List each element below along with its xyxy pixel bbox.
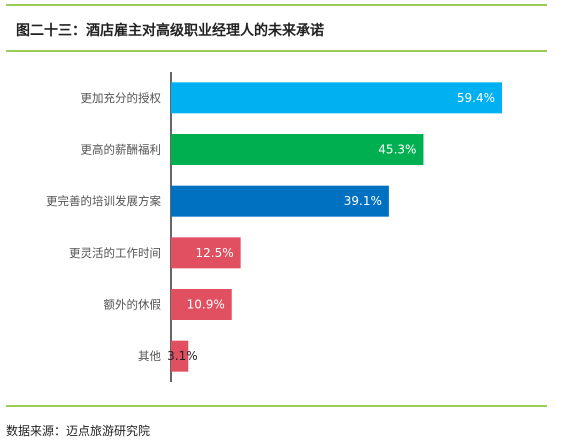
- bar-4: [171, 289, 232, 320]
- bar-5: [171, 340, 189, 372]
- value-label: 59.4%: [457, 91, 495, 105]
- category-label: 更高的薪酬福利: [81, 143, 162, 157]
- bar-0: [171, 82, 502, 114]
- category-label: 更完善的培训发展方案: [46, 194, 161, 208]
- bar-3: [171, 237, 241, 269]
- value-label: 45.3%: [378, 143, 416, 157]
- value-label: 39.1%: [344, 194, 382, 208]
- top-rule: [6, 4, 547, 6]
- value-label: 10.9%: [187, 298, 225, 312]
- category-label: 更灵活的工作时间: [69, 246, 161, 260]
- category-label: 其他: [138, 349, 161, 363]
- value-label: 12.5%: [196, 246, 234, 260]
- value-label: 3.1%: [167, 349, 198, 363]
- bottom-rule: [6, 405, 547, 407]
- category-label: 额外的休假: [104, 298, 162, 312]
- category-label: 更加充分的授权: [81, 91, 162, 105]
- bar-1: [171, 134, 424, 165]
- title-rule: [6, 50, 547, 52]
- figure-title: 图二十三：酒店雇主对高级职业经理人的未来承诺: [16, 23, 324, 39]
- bar-2: [171, 185, 389, 217]
- data-source: 数据来源：迈点旅游研究院: [6, 424, 151, 438]
